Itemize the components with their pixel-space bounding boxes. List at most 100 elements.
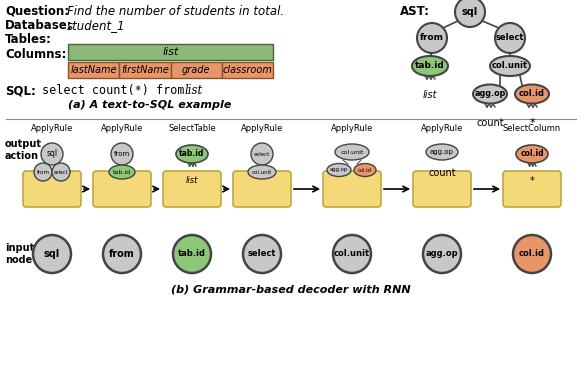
Text: Database:: Database:	[5, 19, 73, 32]
Text: list: list	[186, 176, 198, 185]
Circle shape	[495, 23, 525, 53]
Text: count: count	[476, 118, 504, 128]
Text: AST:: AST:	[400, 5, 430, 18]
Text: input: input	[5, 243, 34, 253]
Text: col.id: col.id	[358, 167, 372, 173]
Text: grade: grade	[182, 65, 210, 75]
Bar	[171, 62, 222, 78]
Ellipse shape	[473, 84, 507, 104]
FancyBboxPatch shape	[163, 171, 221, 207]
Text: sql: sql	[462, 7, 478, 17]
Circle shape	[251, 143, 273, 165]
Circle shape	[513, 235, 551, 273]
Text: agg.op: agg.op	[425, 249, 458, 259]
Text: select: select	[54, 170, 68, 175]
Text: col.id: col.id	[520, 149, 544, 159]
FancyBboxPatch shape	[413, 171, 471, 207]
Text: select: select	[496, 34, 524, 42]
Text: *: *	[529, 118, 535, 128]
Circle shape	[173, 235, 211, 273]
Text: Tables:: Tables:	[5, 33, 52, 46]
Text: ApplyRule: ApplyRule	[31, 124, 73, 133]
Text: output: output	[5, 139, 42, 149]
Circle shape	[417, 23, 447, 53]
Text: node: node	[5, 255, 32, 265]
Text: tab.id: tab.id	[113, 170, 131, 175]
Circle shape	[34, 163, 52, 181]
Circle shape	[423, 235, 461, 273]
Circle shape	[243, 235, 281, 273]
Ellipse shape	[412, 56, 448, 76]
Text: ApplyRule: ApplyRule	[241, 124, 283, 133]
Text: SQL:: SQL:	[5, 84, 36, 97]
Text: count: count	[428, 168, 456, 178]
Bar	[222, 62, 273, 78]
Text: from: from	[109, 249, 135, 259]
Circle shape	[103, 235, 141, 273]
Text: ApplyRule: ApplyRule	[331, 124, 373, 133]
Text: Columns:: Columns:	[5, 48, 66, 61]
Bar	[68, 44, 273, 60]
Text: sql: sql	[44, 249, 60, 259]
Text: col.id: col.id	[519, 249, 545, 259]
Text: agg.op: agg.op	[430, 149, 454, 155]
Ellipse shape	[354, 163, 376, 176]
FancyBboxPatch shape	[23, 171, 81, 207]
Ellipse shape	[515, 84, 549, 104]
Ellipse shape	[426, 144, 458, 160]
Circle shape	[41, 143, 63, 165]
Text: student_1: student_1	[67, 19, 126, 32]
Text: Find the number of students in total.: Find the number of students in total.	[67, 5, 284, 18]
Text: classroom: classroom	[222, 65, 272, 75]
Text: SelectColumn: SelectColumn	[503, 124, 561, 133]
Text: tab.id: tab.id	[179, 149, 205, 159]
Text: list: list	[423, 90, 437, 100]
Text: from: from	[420, 34, 444, 42]
Text: Question:: Question:	[5, 5, 69, 18]
Ellipse shape	[327, 163, 351, 176]
Text: tab.id: tab.id	[415, 62, 445, 71]
Ellipse shape	[109, 165, 135, 179]
Text: agg.op: agg.op	[474, 89, 506, 99]
Text: agg.op: agg.op	[330, 167, 348, 173]
Text: *: *	[530, 176, 534, 186]
Circle shape	[52, 163, 70, 181]
Text: firstName: firstName	[121, 65, 169, 75]
Text: col.id: col.id	[519, 89, 545, 99]
Circle shape	[33, 235, 71, 273]
Circle shape	[333, 235, 371, 273]
FancyBboxPatch shape	[233, 171, 291, 207]
Ellipse shape	[176, 145, 208, 163]
Text: col.unit: col.unit	[334, 249, 370, 259]
Circle shape	[111, 143, 133, 165]
Text: col.unit: col.unit	[340, 149, 364, 154]
Text: select count(*) from: select count(*) from	[42, 84, 184, 97]
Text: col.unit: col.unit	[492, 62, 528, 71]
Bar	[119, 62, 171, 78]
Text: list: list	[185, 84, 203, 97]
Text: tab.id: tab.id	[178, 249, 206, 259]
Text: (b) Grammar-based decoder with RNN: (b) Grammar-based decoder with RNN	[171, 285, 411, 295]
Text: sql: sql	[47, 149, 58, 159]
Text: SelectTable: SelectTable	[168, 124, 216, 133]
Text: from: from	[114, 151, 130, 157]
Ellipse shape	[248, 165, 276, 179]
Text: select: select	[254, 152, 270, 157]
Text: from: from	[37, 170, 49, 175]
Text: list: list	[162, 47, 179, 57]
Text: ApplyRule: ApplyRule	[421, 124, 463, 133]
Ellipse shape	[490, 56, 530, 76]
Text: action: action	[5, 151, 39, 161]
Text: col.unit: col.unit	[252, 170, 272, 175]
Ellipse shape	[335, 144, 369, 160]
FancyBboxPatch shape	[503, 171, 561, 207]
FancyBboxPatch shape	[93, 171, 151, 207]
Text: (a) A text-to-SQL example: (a) A text-to-SQL example	[68, 100, 232, 110]
Text: ApplyRule: ApplyRule	[101, 124, 143, 133]
Bar	[68, 62, 119, 78]
Circle shape	[455, 0, 485, 27]
Ellipse shape	[516, 145, 548, 163]
FancyBboxPatch shape	[323, 171, 381, 207]
Text: lastName: lastName	[70, 65, 117, 75]
Text: select: select	[248, 249, 276, 259]
